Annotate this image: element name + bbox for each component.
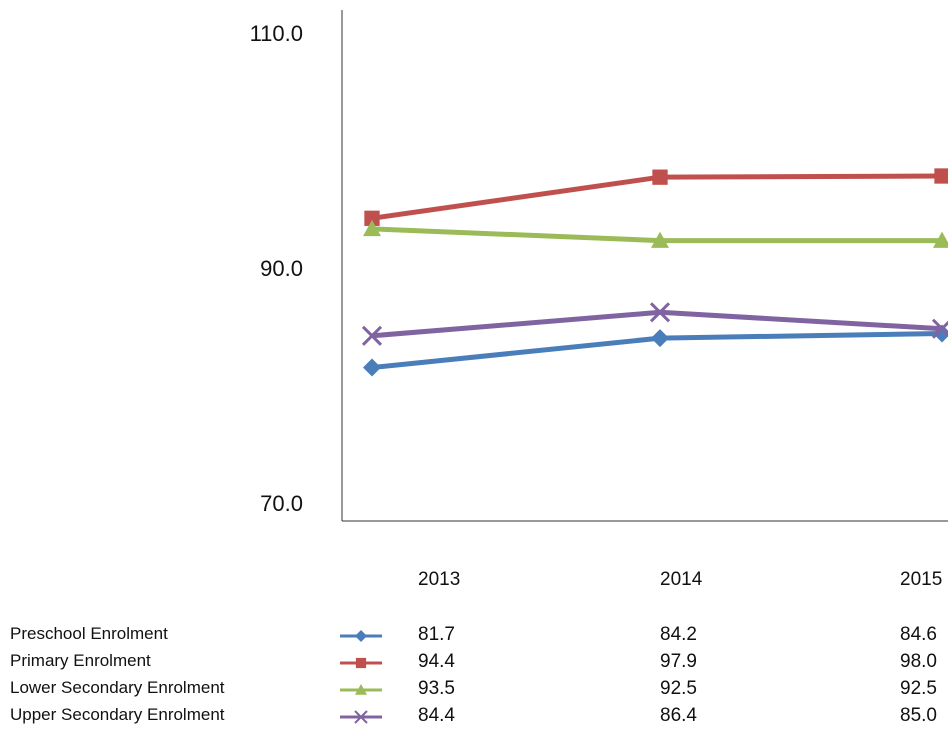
data-value-cell: 81.7 — [418, 624, 455, 645]
data-value-cell: 97.9 — [660, 651, 697, 672]
data-point-marker — [649, 302, 671, 323]
data-point-marker — [651, 329, 669, 348]
data-value-cell: 94.4 — [418, 651, 455, 672]
y-tick-label: 70.0 — [260, 491, 303, 516]
data-value-cell: 93.5 — [418, 678, 455, 699]
legend-key-icon — [340, 684, 382, 695]
data-value-cell: 84.6 — [900, 624, 937, 645]
legend-row: Preschool Enrolment 81.7 84.2 84.6 — [0, 624, 948, 648]
legend-row: Upper Secondary Enrolment 84.4 86.4 85.0 — [0, 705, 948, 729]
data-point-marker — [363, 358, 381, 377]
data-value-cell: 84.2 — [660, 624, 697, 645]
chart-axes — [341, 10, 948, 522]
data-point-marker — [363, 219, 381, 237]
data-point-marker — [652, 169, 668, 185]
series-name: Preschool Enrolment — [10, 624, 168, 643]
x-category-label: 2015 — [900, 569, 943, 590]
y-tick-label: 110.0 — [249, 21, 303, 46]
y-tick-label: 90.0 — [260, 256, 303, 281]
x-category-label: 2014 — [660, 569, 703, 590]
data-value-cell: 85.0 — [900, 705, 937, 726]
data-value-cell: 98.0 — [900, 651, 937, 672]
data-point-marker — [361, 325, 383, 346]
data-point-marker — [933, 231, 948, 248]
series-name: Upper Secondary Enrolment — [10, 705, 225, 724]
data-value-cell: 92.5 — [660, 678, 697, 699]
legend-key-icon — [340, 710, 382, 724]
data-value-cell: 86.4 — [660, 705, 697, 726]
data-point-marker — [651, 231, 669, 248]
x-category-label: 2013 — [418, 569, 461, 590]
data-point-marker — [934, 168, 948, 184]
data-point-marker — [931, 318, 948, 339]
legend-row: Primary Enrolment 94.4 97.9 98.0 — [0, 651, 948, 675]
series-name: Lower Secondary Enrolment — [10, 678, 225, 697]
data-value-cell: 92.5 — [900, 678, 937, 699]
legend-key-icon — [340, 630, 382, 642]
plot-area — [361, 168, 948, 377]
data-value-cell: 84.4 — [418, 705, 455, 726]
data-point-marker — [364, 210, 380, 226]
legend-row: Lower Secondary Enrolment 93.5 92.5 92.5 — [0, 678, 948, 702]
legend-key-icon — [340, 657, 382, 669]
series-name: Primary Enrolment — [10, 651, 151, 670]
